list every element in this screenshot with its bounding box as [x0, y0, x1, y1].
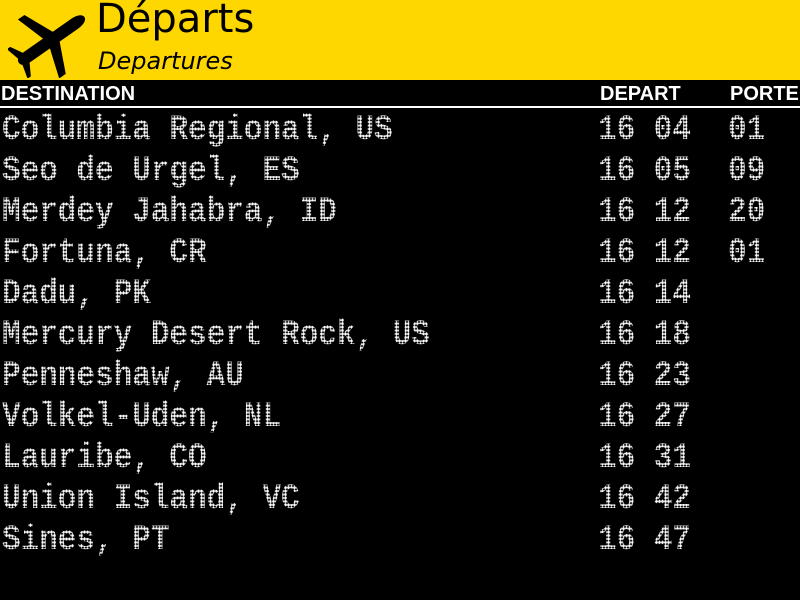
flight-depart-time: 16 42 [598, 479, 692, 520]
flight-depart-time: 16 27 [598, 397, 692, 438]
flight-row: Fortuna, CR 16 12 01 [0, 233, 800, 274]
flight-gate: 09 [728, 151, 766, 192]
flight-depart-time: 16 05 [598, 151, 692, 192]
flight-destination: Penneshaw, AU [2, 356, 244, 397]
column-header-depart: DEPART [600, 83, 681, 105]
flight-depart-time: 16 12 [598, 192, 692, 233]
page-subtitle: Departures [98, 47, 233, 75]
header-banner: Départs Departures [0, 0, 800, 80]
flight-destination: Seo de Urgel, ES [2, 151, 300, 192]
flight-destination: Mercury Desert Rock, US [2, 315, 430, 356]
flight-row: Seo de Urgel, ES 16 05 09 [0, 151, 800, 192]
flight-destination: Dadu, PK [2, 274, 151, 315]
flight-gate: 01 [728, 110, 766, 151]
column-header-gate: PORTE [730, 83, 799, 105]
column-header-destination: DESTINATION [1, 83, 136, 105]
flight-depart-time: 16 18 [598, 315, 692, 356]
flight-destination: Union Island, VC [2, 479, 300, 520]
flight-row: Sines, PT 16 47 [0, 520, 800, 561]
airplane-takeoff-icon [8, 14, 86, 78]
flight-destination: Columbia Regional, US [2, 110, 393, 151]
flight-row: Volkel-Uden, NL 16 27 [0, 397, 800, 438]
flight-destination: Sines, PT [2, 520, 170, 561]
flight-destination: Lauribe, CO [2, 438, 207, 479]
flight-gate: 01 [728, 233, 766, 274]
flight-depart-time: 16 04 [598, 110, 692, 151]
flight-destination: Fortuna, CR [2, 233, 207, 274]
page-title: Départs [96, 0, 255, 42]
flight-row: Mercury Desert Rock, US 16 18 [0, 315, 800, 356]
flight-depart-time: 16 14 [598, 274, 692, 315]
flight-depart-time: 16 31 [598, 438, 692, 479]
flight-row: Columbia Regional, US 16 04 01 [0, 110, 800, 151]
header-divider [0, 106, 800, 108]
flight-row: Merdey Jahabra, ID 16 12 20 [0, 192, 800, 233]
flight-row: Union Island, VC 16 42 [0, 479, 800, 520]
flight-destination: Merdey Jahabra, ID [2, 192, 337, 233]
flight-row: Penneshaw, AU 16 23 [0, 356, 800, 397]
flight-row: Dadu, PK 16 14 [0, 274, 800, 315]
flight-destination: Volkel-Uden, NL [2, 397, 282, 438]
flight-gate: 20 [728, 192, 766, 233]
flight-depart-time: 16 47 [598, 520, 692, 561]
flight-depart-time: 16 23 [598, 356, 692, 397]
flight-row: Lauribe, CO 16 31 [0, 438, 800, 479]
flight-depart-time: 16 12 [598, 233, 692, 274]
